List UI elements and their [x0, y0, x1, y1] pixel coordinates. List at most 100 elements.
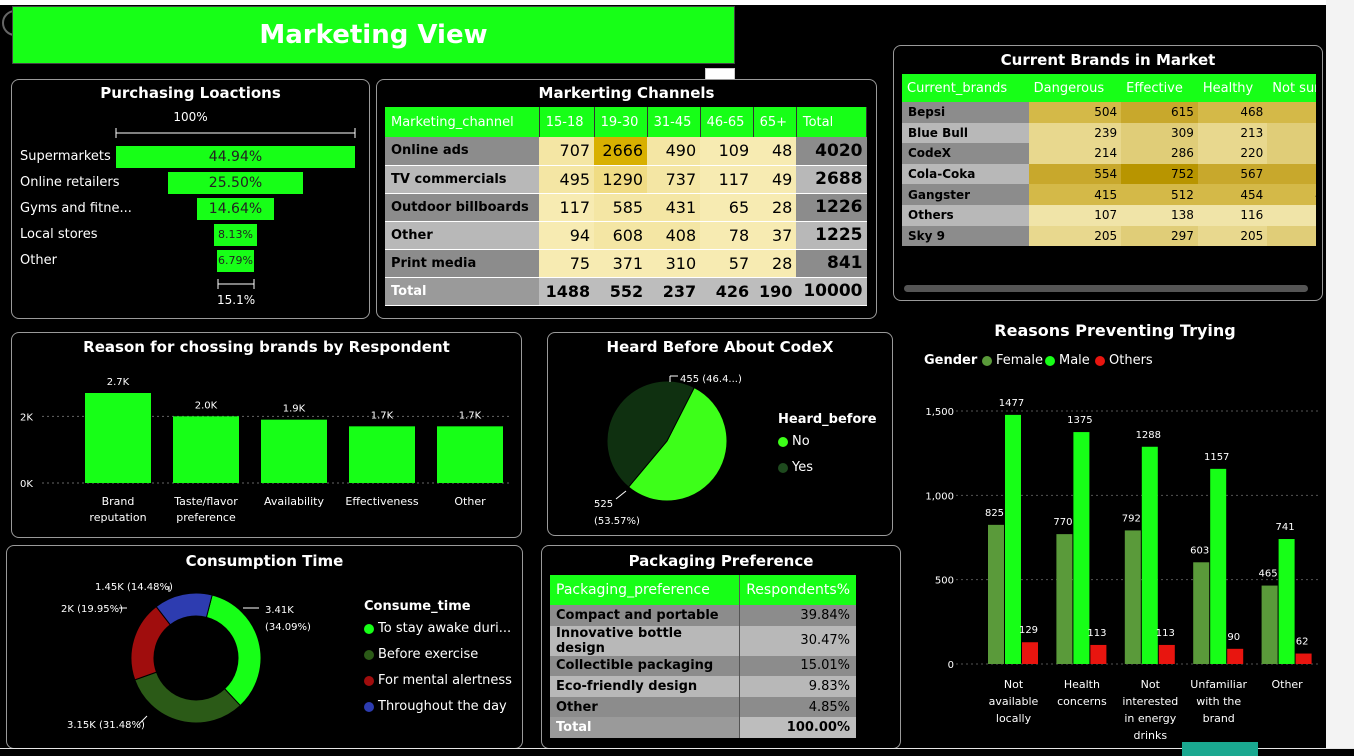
channel-total: 1225	[796, 221, 867, 250]
legend-item[interactable]: No	[778, 434, 810, 449]
brands-row[interactable]: Cola-Coka554752567665	[902, 163, 1316, 185]
data-label: 2.7K	[107, 377, 130, 388]
channels-row[interactable]: Other 94 608 408 78 37 1225	[385, 221, 867, 250]
right-scroll-area[interactable]	[1326, 0, 1354, 756]
horizontal-scrollbar[interactable]	[904, 285, 1308, 292]
bar[interactable]	[1073, 432, 1090, 664]
brand-cell: 213	[1197, 122, 1268, 144]
bar[interactable]	[1090, 644, 1107, 664]
legend-item[interactable]: Before exercise	[364, 647, 478, 662]
channels-header-cell[interactable]: Marketing_channel	[385, 107, 540, 137]
brand-cell: 239	[1028, 122, 1122, 144]
y-tick-label: 0	[948, 660, 954, 671]
legend-item[interactable]: Female	[982, 353, 1043, 368]
bar[interactable]	[1022, 642, 1038, 664]
legend-item[interactable]: For mental alertness	[364, 673, 512, 688]
brands-row[interactable]: Blue Bull239309213297	[902, 122, 1316, 144]
bar[interactable]	[1227, 648, 1244, 664]
channel-cell: 28	[753, 249, 797, 278]
brands-row[interactable]: CodeX214286220260	[902, 143, 1316, 164]
brands-row[interactable]: Bepsi504615468525	[902, 102, 1316, 123]
funnel-bar[interactable]: 44.94%	[116, 146, 355, 168]
category-label: Not	[1004, 678, 1024, 691]
legend-item[interactable]: Others	[1095, 353, 1153, 368]
bar[interactable]	[1261, 585, 1278, 664]
packaging-row[interactable]: Innovative bottle design 30.47%	[550, 625, 856, 656]
legend-label: Before exercise	[378, 647, 479, 662]
bar[interactable]	[988, 524, 1004, 664]
packaging-value: 30.47%	[739, 625, 856, 656]
legend-item[interactable]: Male	[1045, 353, 1090, 368]
consumption-slice[interactable]	[155, 592, 213, 626]
legend-dot	[364, 675, 374, 686]
packaging-header-cell[interactable]: Packaging_preference	[550, 575, 740, 605]
packaging-row[interactable]: Eco-friendly design 9.83%	[550, 676, 856, 697]
bar[interactable]	[1278, 539, 1295, 664]
brands-header-cell[interactable]: Healthy	[1197, 74, 1268, 102]
legend-item[interactable]: To stay awake duri...	[364, 621, 511, 636]
brands-header-cell[interactable]: Not sure	[1267, 74, 1316, 102]
channels-header-cell[interactable]: 31-45	[647, 107, 701, 137]
funnel-bar[interactable]: 6.79%	[217, 250, 254, 272]
channels-row[interactable]: Print media 75 371 310 57 28 841	[385, 249, 867, 278]
consumption-slice[interactable]	[205, 594, 262, 707]
channel-total: 2688	[796, 165, 867, 194]
funnel-axis	[115, 128, 356, 289]
bar[interactable]	[173, 416, 239, 483]
channels-row[interactable]: Outdoor billboards 117 585 431 65 28 1226	[385, 193, 867, 222]
channel-label: Other	[385, 221, 540, 250]
packaging-total-value: 100.00%	[739, 717, 856, 738]
bar[interactable]	[1210, 468, 1227, 664]
channels-header-cell[interactable]: 15-18	[539, 107, 595, 137]
channels-header-cell[interactable]: 19-30	[594, 107, 648, 137]
funnel-bar[interactable]: 14.64%	[196, 198, 275, 220]
consumption-slice[interactable]	[134, 671, 242, 724]
bar[interactable]	[1056, 534, 1073, 664]
packaging-label: Compact and portable	[550, 605, 740, 626]
packaging-total-label: Total	[550, 717, 740, 738]
data-label: 792	[1122, 513, 1141, 524]
legend-label: Others	[1109, 353, 1153, 368]
channels-header-cell[interactable]: 65+	[753, 107, 797, 137]
channel-cell: 109	[700, 137, 754, 166]
bar[interactable]	[1193, 562, 1210, 664]
heard-before-slice[interactable]	[606, 380, 695, 488]
packaging-row[interactable]: Compact and portable 39.84%	[550, 605, 856, 626]
legend-dot	[364, 623, 374, 634]
brands-row[interactable]: Sky 9205297205272	[902, 225, 1316, 247]
bar[interactable]	[349, 426, 415, 483]
channels-header-cell[interactable]: Total	[796, 107, 868, 137]
brands-header-cell[interactable]: Current_brands	[902, 74, 1029, 102]
bar[interactable]	[85, 393, 151, 483]
bar[interactable]	[1005, 414, 1021, 664]
packaging-header-cell[interactable]: Respondents%	[739, 575, 856, 605]
bar[interactable]	[1295, 653, 1312, 664]
brands-header-cell[interactable]: Dangerous	[1028, 74, 1122, 102]
brands-row[interactable]: Gangster415512454473	[902, 184, 1316, 205]
channels-row[interactable]: Online ads 707 2666 490 109 48 4020	[385, 137, 867, 166]
packaging-row[interactable]: Other 4.85%	[550, 696, 856, 718]
bar[interactable]	[1124, 530, 1141, 664]
heard-before-slice[interactable]	[627, 386, 728, 502]
bar[interactable]	[1141, 446, 1158, 664]
legend-item[interactable]: Yes	[778, 460, 813, 475]
channel-cell: 490	[647, 137, 701, 166]
bar[interactable]	[1158, 644, 1175, 664]
brands-header-cell[interactable]: Effective	[1121, 74, 1198, 102]
y-tick-label: 1,000	[925, 491, 954, 502]
channels-row[interactable]: TV commercials 495 1290 737 117 49 2688	[385, 165, 867, 194]
bar[interactable]	[261, 419, 327, 483]
packaging-row[interactable]: Collectible packaging 15.01%	[550, 655, 856, 677]
funnel-bar[interactable]: 25.50%	[167, 172, 304, 194]
funnel-bar[interactable]: 8.13%	[213, 224, 258, 246]
brands-row[interactable]: Others107138116118	[902, 204, 1316, 226]
channel-total-cell: 237	[647, 277, 701, 306]
category-label: locally	[996, 712, 1032, 725]
bar[interactable]	[437, 426, 503, 483]
brand-cell: 473	[1267, 184, 1316, 205]
legend-item[interactable]: Throughout the day	[364, 699, 507, 714]
brand-cell: 286	[1121, 143, 1198, 164]
brand-cell: 567	[1197, 163, 1268, 185]
channel-cell: 65	[700, 193, 754, 222]
channels-header-cell[interactable]: 46-65	[700, 107, 754, 137]
